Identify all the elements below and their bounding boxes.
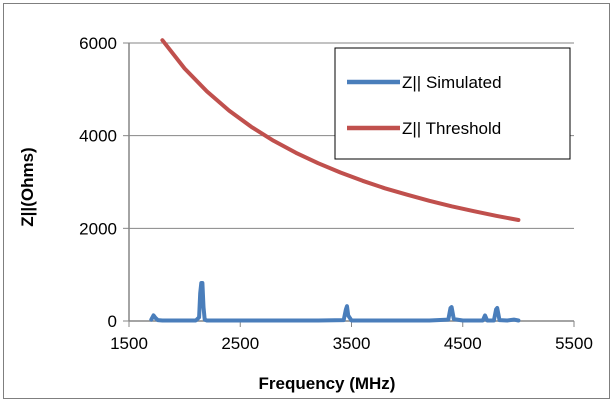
legend: Z|| Simulated Z|| Threshold [334,47,571,160]
x-tick-label: 1500 [110,334,148,353]
y-tick-label: 6000 [79,34,117,53]
legend-box [334,47,571,160]
chart-frame: 0 2000 4000 6000 1500 2500 3500 4500 5500 Z|| Si… [3,3,610,399]
line-chart: 0 2000 4000 6000 1500 2500 3500 4500 5500 Z|| Si… [18,34,593,393]
x-tick-label: 4500 [444,334,482,353]
x-axis-title: Frequency (MHz) [259,374,396,393]
tick-labels: 0 2000 4000 6000 1500 2500 3500 4500 5500 [79,34,593,353]
x-tick-label: 5500 [555,334,593,353]
y-tick-label: 4000 [79,127,117,146]
series-line-2 [160,38,521,222]
y-tick-label: 2000 [79,219,117,238]
x-tick-label: 3500 [333,334,371,353]
y-axis-title: Z||(Ohms) [18,147,37,226]
x-tick-label: 2500 [221,334,259,353]
legend-label-2: Z|| Threshold [402,119,501,138]
legend-label-1: Z|| Simulated [402,73,502,92]
series-lines [149,38,521,323]
series-line-1 [149,281,521,323]
y-tick-label: 0 [108,312,117,331]
